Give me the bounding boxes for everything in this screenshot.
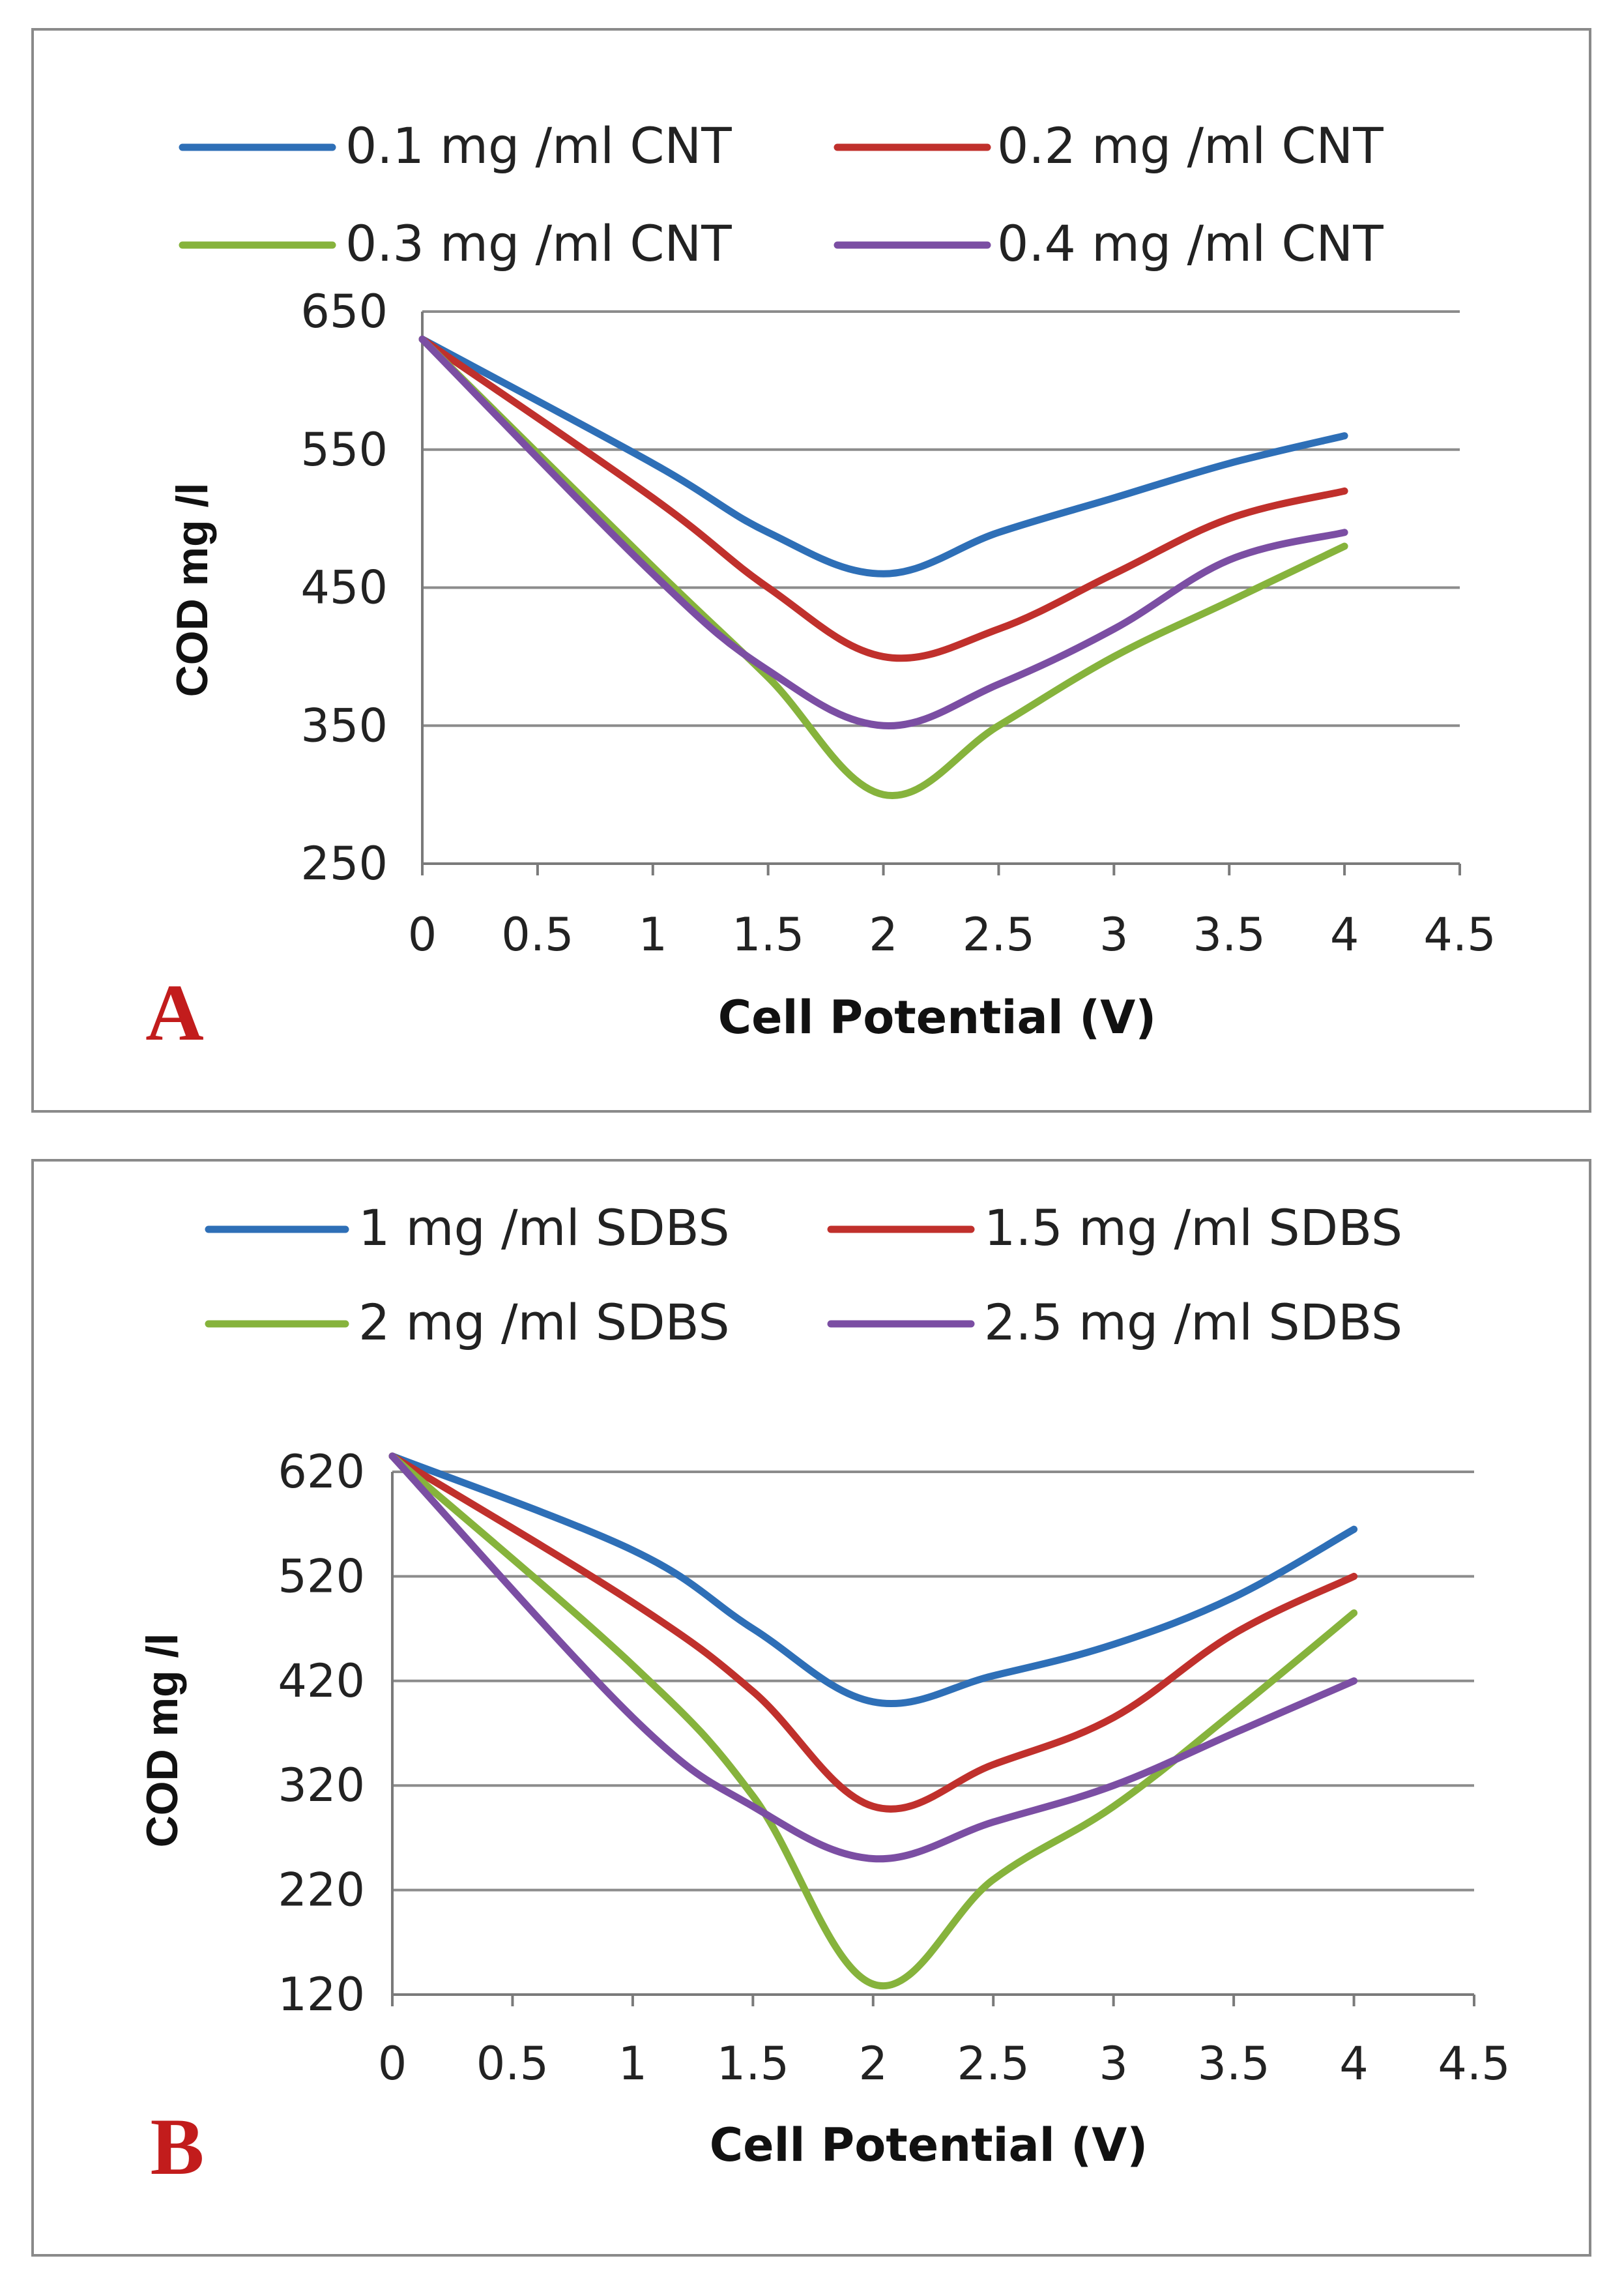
panel-b-x-tick-label: 2 xyxy=(859,2037,888,2090)
panel-b-y-tick-label: 420 xyxy=(278,1654,365,1708)
panel-b-series-line-1 xyxy=(388,1452,1358,1708)
panel-a-legend-label-3: 0.3 mg /ml CNT xyxy=(345,214,732,272)
panel-b-series-line-2 xyxy=(388,1452,1358,1813)
panel-a-x-tick-label: 0.5 xyxy=(501,908,573,961)
panel-a-y-tick-label: 550 xyxy=(300,423,388,476)
panel-b-x-tick-label: 3 xyxy=(1099,2037,1128,2090)
panel-a-axes xyxy=(421,312,1461,875)
panel-b-series-line-3 xyxy=(388,1452,1358,1989)
panel-a-series-lines xyxy=(418,335,1348,800)
panel-b-legend-label-2: 1.5 mg /ml SDBS xyxy=(984,1199,1402,1257)
panel-b-x-tick-label: 2.5 xyxy=(957,2037,1030,2090)
panel-b-x-tick-labels: 0 0.5 1 1.5 2 2.5 3 3.5 4 4.5 xyxy=(378,2037,1511,2090)
panel-a-x-tick-label: 3.5 xyxy=(1193,908,1266,961)
panel-a-series-line-1 xyxy=(418,335,1348,578)
panel-a: 0.1 mg /ml CNT 0.2 mg /ml CNT 0.3 mg /ml C… xyxy=(31,28,1591,1113)
panel-a-y-tick-labels: 650 550 450 350 250 xyxy=(300,285,388,890)
panel-b-x-tick-label: 4.5 xyxy=(1438,2037,1510,2090)
panel-a-x-axis-label: Cell Potential (V) xyxy=(718,991,1157,1044)
panel-a-label: A xyxy=(145,968,204,1057)
panel-a-legend-label-4: 0.4 mg /ml CNT xyxy=(997,214,1384,272)
panel-b-y-tick-label: 620 xyxy=(278,1445,365,1499)
panel-a-x-tick-label: 4.5 xyxy=(1423,908,1496,961)
panel-b-x-tick-label: 3.5 xyxy=(1197,2037,1269,2090)
panel-a-series-line-3 xyxy=(418,335,1348,800)
panel-b-x-tick-label: 1 xyxy=(618,2037,648,2090)
panel-b-x-axis-label: Cell Potential (V) xyxy=(710,2118,1148,2172)
panel-b-legend-label-1: 1 mg /ml SDBS xyxy=(358,1199,730,1257)
panel-b-legend-label-4: 2.5 mg /ml SDBS xyxy=(984,1293,1402,1351)
panel-a-y-tick-label: 250 xyxy=(300,837,388,890)
panel-a-x-tick-label: 2.5 xyxy=(963,908,1035,961)
panel-b-series-lines xyxy=(388,1452,1358,1989)
panel-b-label: B xyxy=(151,2102,205,2191)
panel-b-x-tick-label: 0 xyxy=(378,2037,407,2090)
panel-b-series-line-4 xyxy=(388,1452,1358,1863)
panel-a-series-line-2 xyxy=(418,335,1348,662)
panel-b-y-axis-label: COD mg /l xyxy=(138,1633,187,1848)
panel-a-x-tick-label: 1.5 xyxy=(732,908,804,961)
panel-b-y-tick-label: 120 xyxy=(278,1968,365,2021)
panel-a-x-tick-label: 4 xyxy=(1330,908,1359,961)
panel-b-x-tick-label: 4 xyxy=(1339,2037,1369,2090)
panel-a-series-line-4 xyxy=(418,335,1348,729)
panel-b-legend: 1 mg /ml SDBS 1.5 mg /ml SDBS 2 mg /ml SDB… xyxy=(205,1199,1402,1351)
panel-a-x-tick-label: 1 xyxy=(639,908,668,961)
panel-a-x-tick-label: 0 xyxy=(408,908,437,961)
panel-a-y-tick-label: 650 xyxy=(300,285,388,338)
panel-a-y-axis-label: COD mg /l xyxy=(167,483,217,697)
panel-b-legend-label-3: 2 mg /ml SDBS xyxy=(358,1293,730,1351)
panel-b-x-tick-label: 0.5 xyxy=(476,2037,549,2090)
panel-b-y-tick-label: 520 xyxy=(278,1549,365,1603)
panel-a-x-tick-labels: 0 0.5 1 1.5 2 2.5 3 3.5 4 4.5 xyxy=(408,908,1496,961)
panel-a-y-tick-label: 350 xyxy=(300,699,388,752)
panel-a-legend-label-2: 0.2 mg /ml CNT xyxy=(997,117,1384,175)
panel-a-legend: 0.1 mg /ml CNT 0.2 mg /ml CNT 0.3 mg /ml C… xyxy=(179,117,1384,272)
panel-b-x-tick-label: 1.5 xyxy=(717,2037,789,2090)
panel-a-x-tick-label: 3 xyxy=(1099,908,1129,961)
panel-b-y-tick-label: 320 xyxy=(278,1759,365,1812)
panel-a-legend-label-1: 0.1 mg /ml CNT xyxy=(345,117,732,175)
panel-a-frame xyxy=(31,28,1591,1113)
panel-b: 1 mg /ml SDBS 1.5 mg /ml SDBS 2 mg /ml SDB… xyxy=(31,1159,1591,2257)
panel-b-y-tick-labels: 620 520 420 320 220 120 xyxy=(278,1445,365,2021)
panel-a-y-tick-label: 450 xyxy=(300,561,388,615)
panel-b-axes xyxy=(391,1472,1475,2006)
panel-b-frame xyxy=(31,1159,1591,2257)
panel-b-y-tick-label: 220 xyxy=(278,1864,365,1917)
panel-a-x-tick-label: 2 xyxy=(869,908,898,961)
